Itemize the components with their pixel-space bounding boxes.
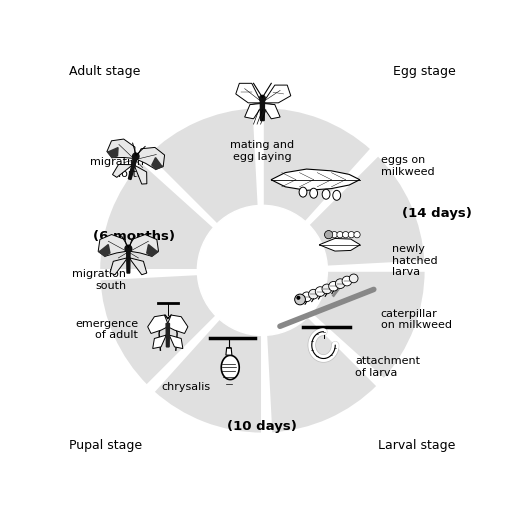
Circle shape	[325, 230, 333, 239]
Polygon shape	[260, 100, 265, 121]
Circle shape	[302, 292, 312, 302]
Polygon shape	[152, 158, 163, 169]
Ellipse shape	[299, 187, 307, 197]
Text: Larval stage: Larval stage	[378, 439, 456, 452]
Circle shape	[329, 282, 338, 291]
Polygon shape	[134, 162, 147, 184]
Polygon shape	[264, 85, 291, 103]
Text: (10 days): (10 days)	[227, 420, 297, 433]
Circle shape	[331, 231, 337, 238]
Polygon shape	[245, 103, 261, 119]
Polygon shape	[98, 234, 129, 257]
Text: mating and
egg laying: mating and egg laying	[230, 140, 294, 162]
Circle shape	[295, 294, 306, 305]
Circle shape	[297, 296, 300, 299]
Circle shape	[315, 287, 325, 296]
Polygon shape	[113, 162, 134, 177]
Text: emergence
of adult: emergence of adult	[75, 319, 138, 340]
Polygon shape	[129, 234, 159, 257]
Polygon shape	[110, 254, 129, 275]
Polygon shape	[264, 103, 280, 119]
Circle shape	[349, 274, 358, 283]
Polygon shape	[271, 169, 360, 190]
Ellipse shape	[322, 189, 330, 199]
Polygon shape	[135, 147, 164, 169]
Text: migration
north: migration north	[90, 157, 144, 179]
Polygon shape	[166, 324, 169, 347]
Wedge shape	[153, 270, 262, 434]
Polygon shape	[236, 83, 261, 103]
Text: migration
south: migration south	[72, 269, 126, 291]
Text: (14 days): (14 days)	[402, 207, 472, 220]
Circle shape	[342, 276, 352, 286]
Polygon shape	[147, 245, 159, 257]
Circle shape	[296, 295, 305, 304]
Wedge shape	[262, 107, 372, 270]
Polygon shape	[147, 315, 168, 333]
Polygon shape	[107, 147, 118, 158]
Ellipse shape	[310, 188, 317, 198]
Wedge shape	[262, 270, 426, 380]
Ellipse shape	[333, 190, 340, 200]
Wedge shape	[262, 155, 426, 270]
Polygon shape	[168, 328, 183, 349]
Circle shape	[322, 284, 332, 294]
Text: attachment
of larva: attachment of larva	[355, 356, 420, 378]
Polygon shape	[226, 348, 232, 355]
Circle shape	[197, 205, 328, 335]
Wedge shape	[99, 270, 262, 386]
Text: newly
hatched
larva: newly hatched larva	[393, 244, 438, 277]
Text: Pupal stage: Pupal stage	[69, 439, 142, 452]
Polygon shape	[107, 139, 135, 160]
Polygon shape	[129, 254, 147, 275]
Circle shape	[133, 153, 139, 160]
Circle shape	[325, 231, 332, 239]
Polygon shape	[129, 158, 137, 180]
Wedge shape	[147, 107, 262, 270]
Text: eggs on
milkweed: eggs on milkweed	[381, 155, 434, 177]
Circle shape	[348, 231, 354, 238]
Circle shape	[125, 245, 132, 252]
Circle shape	[309, 289, 318, 299]
Polygon shape	[221, 355, 239, 379]
Polygon shape	[168, 315, 188, 333]
Text: (6 months): (6 months)	[93, 230, 175, 243]
Text: chrysalis: chrysalis	[161, 381, 210, 392]
Polygon shape	[98, 245, 110, 257]
Text: Adult stage: Adult stage	[69, 66, 141, 78]
Text: caterpillar
on milkweed: caterpillar on milkweed	[381, 309, 452, 330]
Circle shape	[335, 279, 345, 289]
Circle shape	[337, 231, 343, 238]
Polygon shape	[126, 251, 130, 273]
Wedge shape	[99, 161, 262, 270]
Text: Egg stage: Egg stage	[393, 66, 456, 78]
Circle shape	[343, 231, 349, 238]
Polygon shape	[153, 328, 168, 349]
Circle shape	[354, 231, 360, 238]
Polygon shape	[319, 239, 360, 251]
Wedge shape	[262, 270, 378, 434]
Circle shape	[260, 95, 265, 101]
